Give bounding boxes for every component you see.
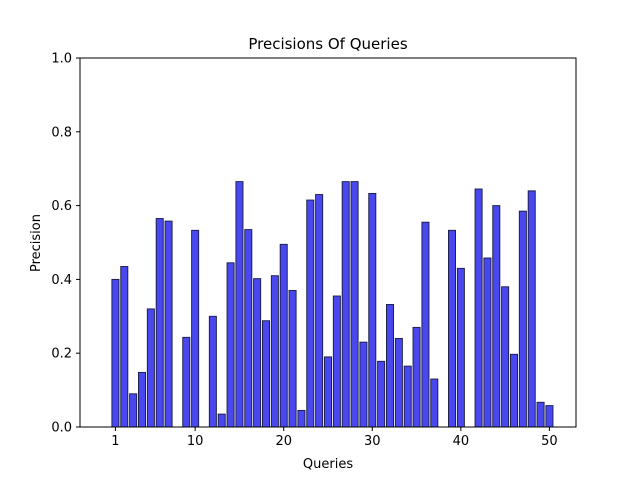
bar-query-9 <box>182 336 191 428</box>
bar-query-43 <box>483 257 492 428</box>
chart-title: Precisions Of Queries <box>248 35 407 53</box>
x-axis-ticks: 1 10 20 30 40 50 <box>111 427 558 449</box>
bar-query-21 <box>288 290 297 428</box>
bar-query-30 <box>368 192 377 428</box>
bar-query-27 <box>341 181 350 428</box>
bar-query-14 <box>226 262 235 428</box>
bar-query-25 <box>324 356 332 428</box>
bar-query-28 <box>350 181 359 428</box>
bar-query-33 <box>394 337 403 428</box>
bar-query-3 <box>129 393 138 428</box>
bar-query-7 <box>164 220 173 428</box>
bar-query-31 <box>377 360 386 428</box>
y-tick-label: 0.8 <box>51 125 72 140</box>
y-tick-label: 0.6 <box>51 199 72 214</box>
bar-query-12 <box>208 315 217 428</box>
y-tick-label: 1.0 <box>51 52 72 67</box>
bar-query-13 <box>217 413 226 428</box>
bar-query-24 <box>315 194 324 428</box>
bar-query-16 <box>244 229 253 428</box>
bar-query-44 <box>492 205 501 428</box>
bar-query-50 <box>545 405 554 428</box>
x-tick-label: 1 <box>111 434 119 449</box>
bar-query-46 <box>510 353 518 428</box>
bar-query-49 <box>536 401 545 428</box>
bar-query-6 <box>155 218 164 428</box>
plot-area: 1 10 20 30 40 50 0.0 0.2 0.4 0.6 0.8 1.0 <box>51 52 577 449</box>
bar-query-37 <box>430 378 439 428</box>
bar-query-26 <box>332 295 341 428</box>
axes-frame <box>79 57 577 428</box>
bars-group <box>111 181 554 428</box>
bar-query-5 <box>146 308 155 428</box>
bar-query-4 <box>138 371 147 428</box>
bar-query-42 <box>474 188 483 428</box>
x-tick-label: 20 <box>275 434 292 449</box>
y-axis-ticks: 0.0 0.2 0.4 0.6 0.8 1.0 <box>51 52 80 436</box>
bar-query-15 <box>235 181 244 428</box>
bar-query-18 <box>262 320 270 428</box>
x-tick-label: 50 <box>541 434 558 449</box>
bar-query-34 <box>403 365 412 428</box>
y-tick-label: 0.0 <box>51 421 72 436</box>
bar-query-35 <box>412 326 421 428</box>
bar-query-48 <box>527 190 536 428</box>
y-tick-label: 0.4 <box>51 273 72 288</box>
x-axis-label: Queries <box>303 457 353 472</box>
bar-query-45 <box>501 286 510 428</box>
bar-query-47 <box>518 210 527 428</box>
bar-query-10 <box>191 229 200 428</box>
bar-query-19 <box>270 275 279 428</box>
bar-query-40 <box>456 267 465 428</box>
bar-query-32 <box>386 304 394 428</box>
bar-query-29 <box>359 341 368 428</box>
bar-query-39 <box>448 229 456 428</box>
bar-query-22 <box>297 409 306 428</box>
bar-query-17 <box>253 278 262 428</box>
x-tick-label: 40 <box>453 434 470 449</box>
y-tick-label: 0.2 <box>51 347 72 362</box>
bar-query-2 <box>120 266 129 428</box>
bar-query-1 <box>111 278 120 428</box>
x-tick-label: 10 <box>187 434 204 449</box>
x-tick-label: 30 <box>364 434 381 449</box>
bar-query-20 <box>279 243 288 428</box>
bar-query-36 <box>421 221 430 428</box>
y-axis-label: Precision <box>29 214 44 272</box>
bar-query-23 <box>306 199 315 428</box>
